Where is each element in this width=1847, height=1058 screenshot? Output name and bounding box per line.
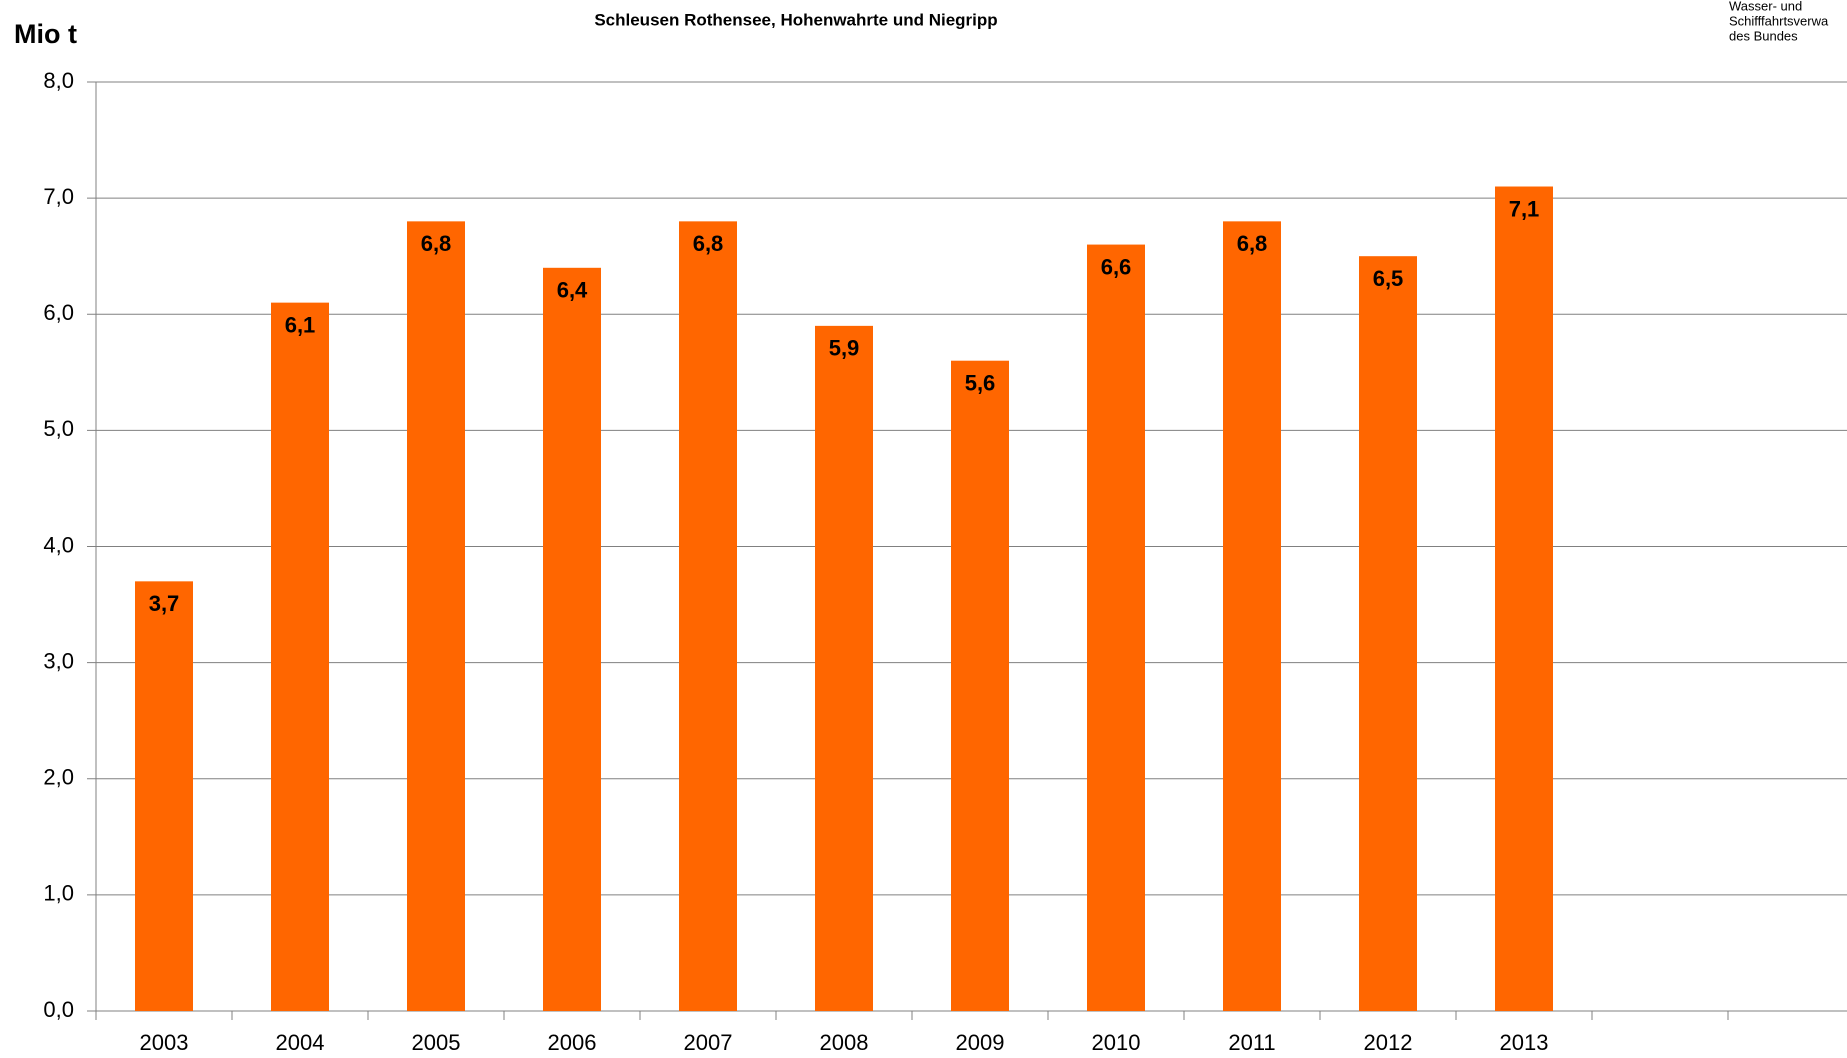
value-label: 6,5 [1373,266,1404,291]
bar [951,360,1009,1011]
value-label: 7,1 [1509,196,1540,221]
logo-text: Schifffahrtsverwa [1729,13,1829,28]
x-tick-label: 2003 [140,1030,189,1055]
bar [679,221,737,1012]
x-tick-label: 2010 [1092,1030,1141,1055]
x-tick-label: 2006 [548,1030,597,1055]
x-tick-label: 2013 [1500,1030,1549,1055]
value-label: 6,8 [421,231,452,256]
bar [135,581,193,1011]
bar [271,302,329,1011]
chart-title: Schleusen Rothensee, Hohenwahrte und Nie… [594,10,997,29]
value-label: 3,7 [149,591,180,616]
bar [543,267,601,1011]
y-tick-label: 0,0 [43,997,74,1022]
value-label: 5,6 [965,371,996,396]
y-tick-label: 8,0 [43,68,74,93]
bar [1495,186,1553,1011]
x-tick-label: 2007 [684,1030,733,1055]
value-label: 5,9 [829,336,860,361]
value-label: 6,1 [285,312,316,337]
bar [1087,244,1145,1011]
bar [815,325,873,1011]
logo-text: Wasser- und [1729,0,1802,13]
y-axis-title: Mio t [14,19,77,49]
y-tick-label: 7,0 [43,184,74,209]
y-tick-label: 2,0 [43,765,74,790]
x-tick-label: 2008 [820,1030,869,1055]
value-label: 6,8 [1237,231,1268,256]
y-tick-label: 4,0 [43,532,74,557]
value-label: 6,6 [1101,254,1132,279]
y-tick-label: 6,0 [43,300,74,325]
bar [1359,256,1417,1011]
y-tick-label: 3,0 [43,648,74,673]
logo-text: des Bundes [1729,28,1798,43]
x-tick-label: 2009 [956,1030,1005,1055]
x-tick-label: 2012 [1364,1030,1413,1055]
value-label: 6,4 [557,278,588,303]
x-tick-label: 2004 [276,1030,325,1055]
bar [407,221,465,1012]
y-tick-label: 1,0 [43,881,74,906]
x-tick-label: 2005 [412,1030,461,1055]
value-label: 6,8 [693,231,724,256]
x-tick-label: 2011 [1228,1030,1275,1055]
y-tick-label: 5,0 [43,416,74,441]
bar [1223,221,1281,1012]
